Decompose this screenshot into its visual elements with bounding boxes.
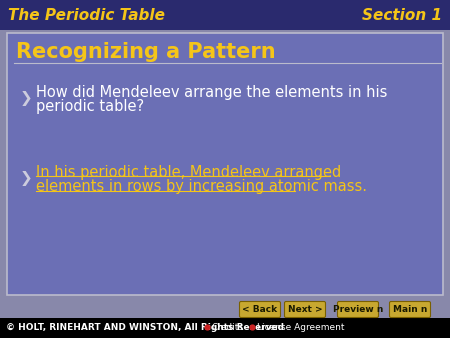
FancyBboxPatch shape [390, 301, 431, 317]
Text: In his periodic table, Mendeleev arranged: In his periodic table, Mendeleev arrange… [36, 165, 341, 179]
Text: Main n: Main n [393, 305, 427, 314]
FancyBboxPatch shape [239, 301, 280, 317]
FancyBboxPatch shape [0, 318, 450, 338]
Text: Recognizing a Pattern: Recognizing a Pattern [16, 42, 275, 62]
Text: ❯: ❯ [20, 170, 33, 186]
Text: Next >: Next > [288, 305, 322, 314]
Text: Section 1: Section 1 [362, 7, 442, 23]
Text: < Back: < Back [243, 305, 278, 314]
Text: ❯: ❯ [20, 91, 33, 105]
Text: © HOLT, RINEHART AND WINSTON, All Rights Reserved: © HOLT, RINEHART AND WINSTON, All Rights… [6, 322, 284, 332]
FancyBboxPatch shape [284, 301, 325, 317]
Text: How did Mendeleev arrange the elements in his: How did Mendeleev arrange the elements i… [36, 84, 387, 99]
Text: Credits: Credits [212, 322, 244, 332]
Text: The Periodic Table: The Periodic Table [8, 7, 165, 23]
FancyBboxPatch shape [338, 301, 378, 317]
Text: elements in rows by increasing atomic mass.: elements in rows by increasing atomic ma… [36, 179, 367, 194]
FancyBboxPatch shape [7, 33, 443, 295]
Text: License Agreement: License Agreement [257, 322, 345, 332]
Text: Preview n: Preview n [333, 305, 383, 314]
Text: periodic table?: periodic table? [36, 99, 144, 115]
FancyBboxPatch shape [0, 0, 450, 30]
